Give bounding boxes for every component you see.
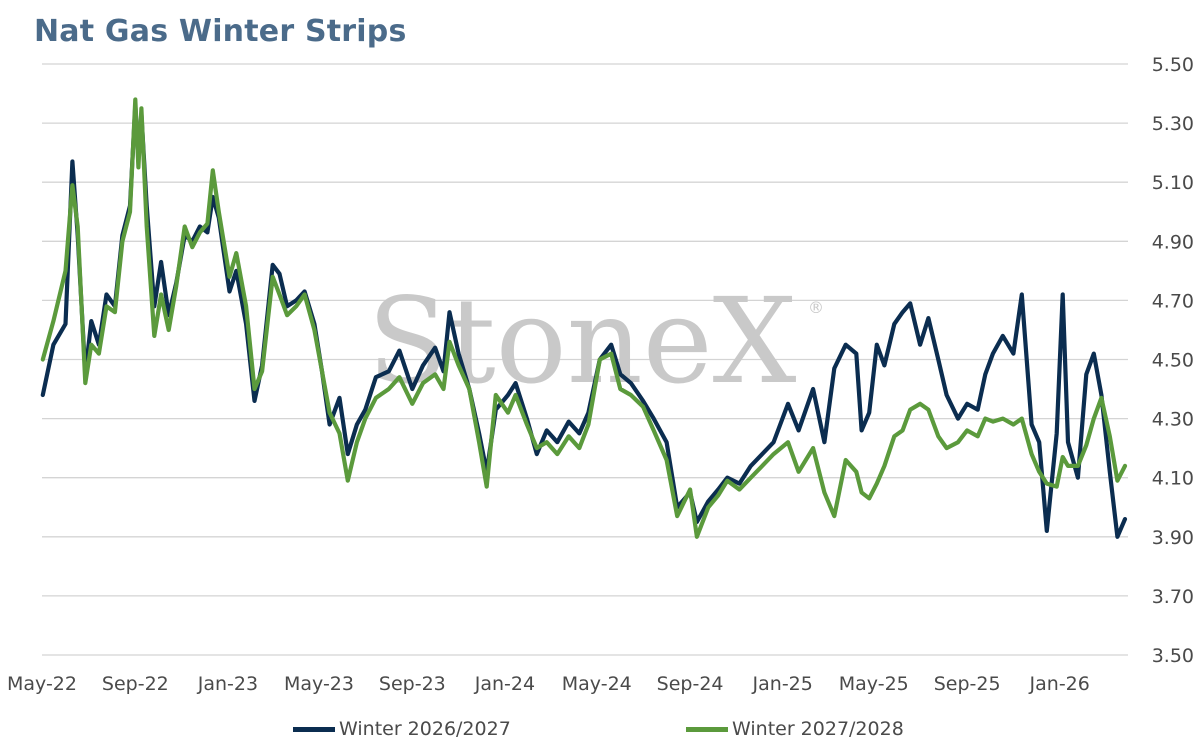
y-tick-label: 4.50 [1152, 350, 1194, 372]
x-tick-label: May-25 [839, 673, 909, 695]
legend-swatch-winter-2027-2028 [686, 726, 728, 732]
legend-label-winter-2026-2027: Winter 2026/2027 [339, 718, 511, 740]
x-tick-label: May-22 [7, 673, 77, 695]
series-line-winter-2027-2028 [40, 97, 1128, 539]
watermark-text: StoneX [367, 272, 796, 410]
y-tick-label: 4.90 [1152, 231, 1194, 253]
x-tick-label: Sep-23 [379, 673, 446, 695]
y-tick-label: 3.70 [1152, 586, 1194, 608]
stonex-watermark: StoneX ® [367, 272, 824, 410]
y-tick-label: 5.10 [1152, 172, 1194, 194]
series-lines [40, 97, 1128, 539]
y-tick-label: 4.30 [1152, 409, 1194, 431]
grid-lines [42, 63, 1128, 656]
x-tick-label: Jan-23 [197, 673, 258, 695]
x-tick-label: May-24 [562, 673, 632, 695]
x-tick-label: Sep-24 [657, 673, 724, 695]
y-axis-tick-labels: 5.50 5.30 5.10 4.90 4.70 4.50 4.30 4.10 3.90 3.70… [1152, 54, 1194, 667]
legend-label-winter-2027-2028: Winter 2027/2028 [732, 718, 904, 740]
x-tick-label: Jan-25 [752, 673, 813, 695]
y-tick-label: 4.70 [1152, 290, 1194, 312]
y-tick-label: 5.50 [1152, 54, 1194, 76]
y-tick-label: 3.90 [1152, 527, 1194, 549]
y-tick-label: 3.50 [1152, 645, 1194, 667]
legend: Winter 2026/2027 Winter 2027/2028 [0, 718, 1201, 744]
x-tick-label: Jan-26 [1029, 673, 1090, 695]
legend-item-winter-2026-2027: Winter 2026/2027 [293, 718, 511, 740]
watermark-registered-mark: ® [808, 298, 824, 317]
chart-title: Nat Gas Winter Strips [34, 14, 407, 49]
x-axis-tick-labels: May-22 Sep-22 Jan-23 May-23 Sep-23 Jan-24 May-… [7, 673, 1090, 695]
x-tick-label: Sep-22 [102, 673, 169, 695]
legend-swatch-winter-2026-2027 [293, 726, 335, 732]
x-tick-label: Jan-24 [474, 673, 535, 695]
x-tick-label: Sep-25 [934, 673, 1001, 695]
legend-item-winter-2027-2028: Winter 2027/2028 [686, 718, 904, 740]
x-tick-label: May-23 [284, 673, 354, 695]
y-tick-label: 5.30 [1152, 113, 1194, 135]
y-tick-label: 4.10 [1152, 468, 1194, 490]
